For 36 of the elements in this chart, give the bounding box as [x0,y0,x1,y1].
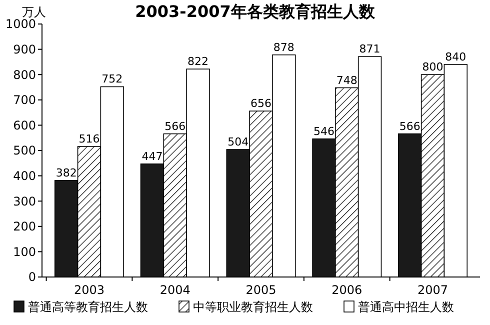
legend-label: 普通高中招生人数 [358,300,454,314]
y-tick-label: 300 [13,194,36,208]
data-label: 748 [336,74,358,87]
x-tick-label: 2003 [74,283,105,297]
y-tick-label: 800 [13,68,36,82]
y-axis-title: 万人 [22,5,46,19]
x-tick-label: 2005 [246,283,276,297]
data-label: 447 [142,150,163,163]
y-tick-label: 900 [13,42,36,56]
data-label: 878 [273,40,294,54]
chart-title: 2003-2007年各类教育招生人数 [135,2,376,21]
legend-label: 中等职业教育招生人数 [193,300,313,314]
y-tick-label: 600 [13,118,36,132]
y-tick-label: 0 [28,270,36,284]
data-label: 546 [313,124,334,138]
data-label: 800 [422,60,444,74]
data-label: 822 [188,55,209,68]
y-tick-label: 700 [13,93,36,108]
data-label: 516 [78,132,100,146]
data-label: 566 [399,120,420,133]
legend-label: 普通高等教育招生人数 [28,300,148,314]
x-tick-label: 2007 [417,283,448,297]
data-label: 382 [56,166,77,180]
data-label: 504 [228,135,249,148]
data-label: 752 [102,72,123,86]
data-label: 840 [445,50,466,64]
y-tick-label: 100 [13,244,36,259]
data-label: 871 [359,42,380,56]
y-tick-label: 200 [13,220,36,234]
y-tick-label: 500 [13,144,36,158]
data-label: 656 [250,97,272,110]
x-tick-label: 2006 [332,283,362,297]
data-label: 566 [164,120,186,133]
y-tick-label: 400 [13,169,36,183]
x-tick-label: 2004 [160,283,190,297]
y-tick-label: 1000 [5,17,36,32]
